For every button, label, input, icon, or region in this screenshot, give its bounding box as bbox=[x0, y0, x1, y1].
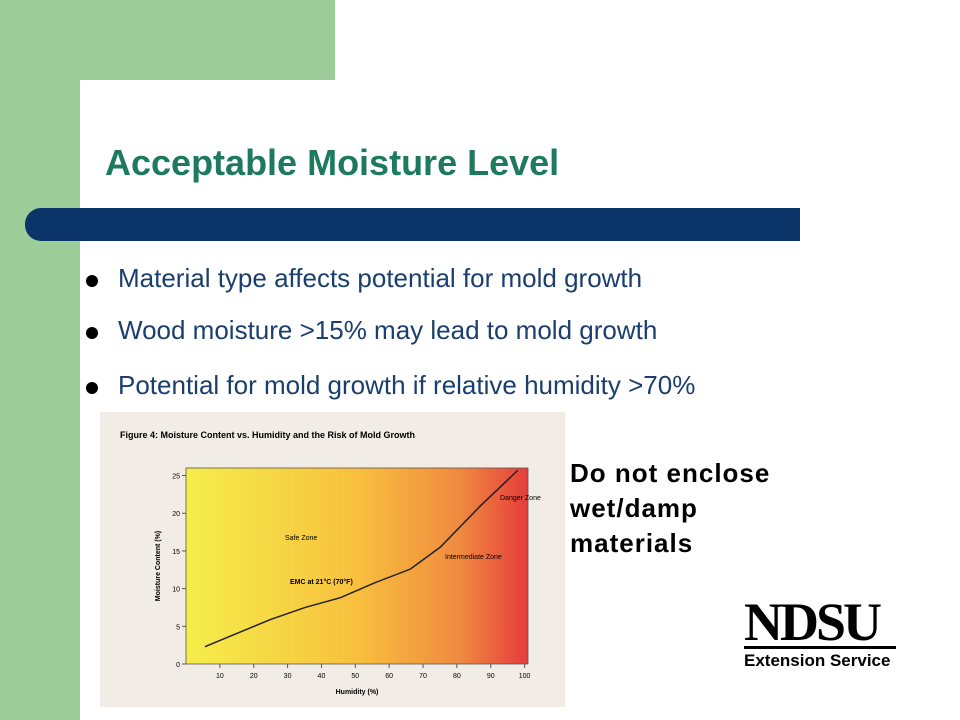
y-tick-label: 10 bbox=[172, 587, 180, 594]
x-tick-label: 10 bbox=[216, 673, 224, 680]
bullet-dot bbox=[86, 275, 98, 287]
note-line: materials bbox=[570, 528, 694, 558]
data-line bbox=[204, 469, 519, 648]
annotation: Danger Zone bbox=[500, 495, 541, 502]
annotation: Intermediate Zone bbox=[445, 554, 502, 561]
x-tick-label: 90 bbox=[487, 673, 495, 680]
y-tick-label: 15 bbox=[172, 549, 180, 556]
note-line: wet/damp bbox=[570, 493, 698, 523]
x-tick-label: 80 bbox=[453, 673, 461, 680]
figure-title: Figure 4: Moisture Content vs. Humidity … bbox=[120, 430, 415, 440]
bullet-dot bbox=[86, 382, 98, 394]
x-tick-label: 30 bbox=[284, 673, 292, 680]
x-axis-label: Humidity (%) bbox=[336, 689, 379, 696]
slide-title: Acceptable Moisture Level bbox=[105, 142, 560, 183]
top-band bbox=[0, 0, 335, 80]
annotation: EMC at 21°C (70°F) bbox=[290, 578, 353, 586]
logo: NDSU Extension Service bbox=[744, 595, 896, 671]
annotation: Safe Zone bbox=[285, 535, 317, 542]
corner bbox=[80, 80, 140, 140]
y-axis-label: Moisture Content (%) bbox=[155, 531, 162, 601]
bullet-dot bbox=[86, 327, 98, 339]
figure: Figure 4: Moisture Content vs. Humidity … bbox=[100, 412, 565, 707]
title-bar bbox=[25, 208, 800, 241]
bullet: Wood moisture >15% may lead to mold grow… bbox=[118, 315, 658, 345]
x-tick-label: 20 bbox=[250, 673, 258, 680]
bullet: Potential for mold growth if relative hu… bbox=[118, 370, 696, 400]
x-tick-label: 60 bbox=[385, 673, 393, 680]
x-tick-label: 50 bbox=[351, 673, 359, 680]
plot-area bbox=[185, 467, 529, 665]
note-line: Do not enclose bbox=[570, 458, 771, 488]
bullet: Material type affects potential for mold… bbox=[118, 263, 643, 293]
logo-name: NDSU bbox=[744, 595, 896, 649]
x-tick-label: 70 bbox=[419, 673, 427, 680]
y-tick-label: 20 bbox=[172, 511, 180, 518]
x-tick-label: 40 bbox=[318, 673, 326, 680]
logo-subtitle: Extension Service bbox=[744, 651, 891, 670]
x-tick-label: 100 bbox=[519, 673, 531, 680]
y-tick-label: 5 bbox=[176, 624, 180, 631]
note: Do not enclose wet/damp materials bbox=[570, 456, 770, 561]
y-tick-label: 0 bbox=[176, 662, 180, 669]
side-band bbox=[0, 0, 80, 720]
y-tick-label: 25 bbox=[172, 474, 180, 481]
